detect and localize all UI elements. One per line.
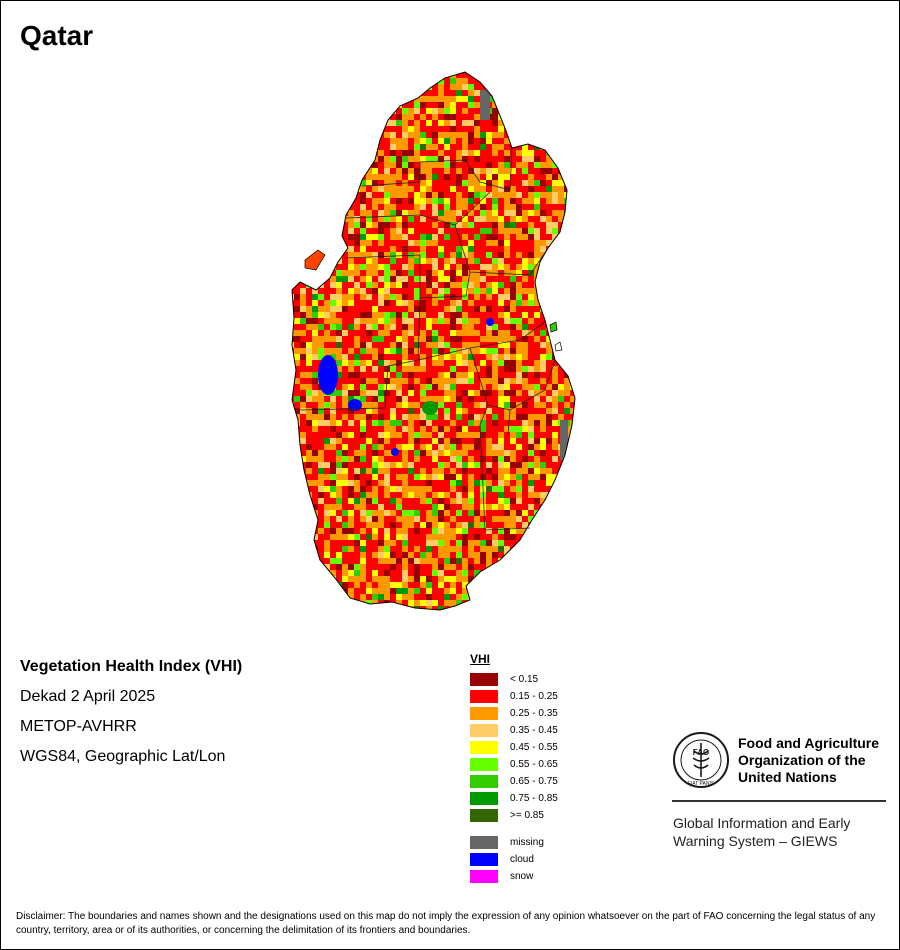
legend-special-row: cloud xyxy=(470,851,558,868)
legend-class-label: 0.15 - 0.25 xyxy=(510,691,558,702)
country-title: Qatar xyxy=(20,20,94,51)
vhi-map xyxy=(291,71,576,611)
legend-special-swatch xyxy=(470,853,498,866)
program-name: Global Information and Early Warning Sys… xyxy=(673,815,851,849)
logo-text: FAO xyxy=(693,748,709,757)
index-title: Vegetation Health Index (VHI) xyxy=(20,658,243,675)
disclaimer-text: Disclaimer: The boundaries and names sho… xyxy=(16,911,876,936)
legend-class-swatch xyxy=(470,690,498,703)
legend-class-label: 0.65 - 0.75 xyxy=(510,776,558,787)
legend-class-label: 0.25 - 0.35 xyxy=(510,708,558,719)
legend-special-swatch xyxy=(470,836,498,849)
sensor-label: METOP-AVHRR xyxy=(20,718,137,735)
legend-class-row: 0.35 - 0.45 xyxy=(470,722,558,739)
legend-special-label: snow xyxy=(510,871,534,882)
legend-class-row: 0.75 - 0.85 xyxy=(470,790,558,807)
legend-class-swatch xyxy=(470,758,498,771)
legend-special: missing cloud snow xyxy=(470,834,558,885)
legend-class-label: 0.55 - 0.65 xyxy=(510,759,558,770)
legend-special-swatch xyxy=(470,870,498,883)
legend-special-row: missing xyxy=(470,834,558,851)
legend-class-label: >= 0.85 xyxy=(510,810,544,821)
vhi-legend: VHI < 0.15 0.15 - 0.25 0.25 - 0.35 0.35 - 0… xyxy=(470,652,558,885)
legend-class-label: 0.75 - 0.85 xyxy=(510,793,558,804)
period-label: Dekad 2 April 2025 xyxy=(20,688,156,705)
projection-label: WGS84, Geographic Lat/Lon xyxy=(20,748,226,765)
legend-special-row: snow xyxy=(470,868,558,885)
legend-class-swatch xyxy=(470,775,498,788)
legend-class-swatch xyxy=(470,724,498,737)
coastal-islands xyxy=(304,249,563,352)
legend-class-label: 0.35 - 0.45 xyxy=(510,725,558,736)
legend-special-label: missing xyxy=(510,837,544,848)
legend-class-row: 0.15 - 0.25 xyxy=(470,688,558,705)
divider xyxy=(672,800,886,802)
legend-class-swatch xyxy=(470,809,498,822)
legend-class-row: 0.45 - 0.55 xyxy=(470,739,558,756)
legend-class-row: >= 0.85 xyxy=(470,807,558,824)
legend-class-label: < 0.15 xyxy=(510,674,539,685)
legend-special-label: cloud xyxy=(510,854,534,865)
legend-class-row: < 0.15 xyxy=(470,671,558,688)
legend-class-row: 0.55 - 0.65 xyxy=(470,756,558,773)
legend-class-swatch xyxy=(470,792,498,805)
legend-class-row: 0.65 - 0.75 xyxy=(470,773,558,790)
logo-motto: FIAT PANIS xyxy=(688,781,715,787)
legend-class-label: 0.45 - 0.55 xyxy=(510,742,558,753)
legend-class-row: 0.25 - 0.35 xyxy=(470,705,558,722)
legend-classes: < 0.15 0.15 - 0.25 0.25 - 0.35 0.35 - 0.45 0… xyxy=(470,671,558,824)
legend-title: VHI xyxy=(470,652,491,666)
fao-logo-icon: FAO FIAT PANIS xyxy=(673,732,729,788)
legend-class-swatch xyxy=(470,707,498,720)
legend-class-swatch xyxy=(470,741,498,754)
organization-name: Food and Agriculture Organization of the… xyxy=(738,735,880,785)
legend-class-swatch xyxy=(470,673,498,686)
